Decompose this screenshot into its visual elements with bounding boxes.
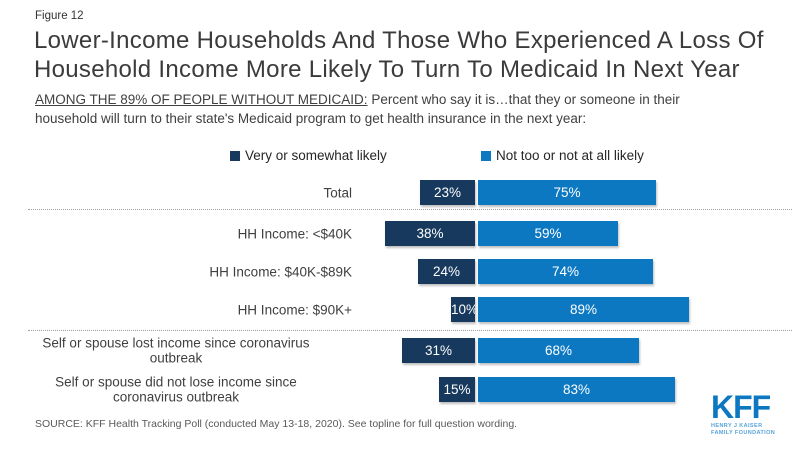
- bar-segment-very-or-somewhat-likely: 38%: [385, 221, 475, 246]
- bar-row: HH Income: $90K+ 10%89%: [0, 297, 800, 322]
- source-note: SOURCE: KFF Health Tracking Poll (conduc…: [35, 418, 518, 430]
- legend-item: Very or somewhat likely: [230, 148, 387, 163]
- bar-segment-very-or-somewhat-likely: 15%: [439, 377, 475, 402]
- bar-segment-not-too-or-not-at-all-likely: 75%: [478, 180, 656, 205]
- chart-legend: Very or somewhat likely Not too or not at…: [0, 148, 800, 164]
- category-label: HH Income: <$40K: [237, 225, 352, 241]
- bar-row: Self or spouse lost income since coronav…: [0, 335, 800, 366]
- bar-segment-very-or-somewhat-likely: 10%: [451, 297, 475, 322]
- bar-segment-not-too-or-not-at-all-likely: 89%: [478, 297, 689, 322]
- legend-label: Very or somewhat likely: [245, 148, 387, 163]
- category-label: Self or spouse lost income since coronav…: [42, 335, 310, 366]
- kff-logo-text: KFF: [711, 389, 771, 425]
- bar-segment-not-too-or-not-at-all-likely: 68%: [478, 338, 639, 363]
- legend-swatch-icon: [481, 150, 491, 161]
- page-title: Lower-Income Households And Those Who Ex…: [34, 27, 764, 83]
- bar-row: HH Income: <$40K 38% 59%: [0, 221, 800, 246]
- subtitle-underlined-text: AMONG THE 89% OF PEOPLE WITHOUT MEDICAID…: [35, 92, 368, 107]
- bar-row: Total 23% 75%: [0, 180, 800, 205]
- kff-logo: KFF HENRY J KAISER FAMILY FOUNDATION: [711, 389, 791, 437]
- bar-segment-very-or-somewhat-likely: 31%: [402, 338, 475, 363]
- legend-item: Not too or not at all likely: [481, 148, 644, 163]
- bar-segment-not-too-or-not-at-all-likely: 83%: [478, 377, 675, 402]
- bar-segment-very-or-somewhat-likely: 24%: [418, 259, 475, 284]
- kff-logo-subtext-line1: HENRY J KAISER: [711, 423, 763, 429]
- figure-number-label: Figure 12: [35, 10, 84, 22]
- dotted-separator-line: [28, 330, 792, 331]
- kff-logo-subtext-line2: FAMILY FOUNDATION: [711, 430, 776, 436]
- bar-row: HH Income: $40K-$89K 24% 74%: [0, 259, 800, 284]
- bar-segment-not-too-or-not-at-all-likely: 59%: [478, 221, 618, 246]
- legend-swatch-icon: [230, 150, 240, 161]
- bar-segment-not-too-or-not-at-all-likely: 74%: [478, 259, 653, 284]
- category-label: HH Income: $40K-$89K: [209, 263, 352, 279]
- bar-segment-very-or-somewhat-likely: 23%: [420, 180, 475, 205]
- figure-subtitle: AMONG THE 89% OF PEOPLE WITHOUT MEDICAID…: [35, 91, 767, 128]
- category-label: HH Income: $90K+: [237, 301, 352, 317]
- category-label: Total: [323, 184, 352, 200]
- bar-row: Self or spouse did not lose income since…: [0, 374, 800, 405]
- subtitle-rest-text: Percent who say it is…that they or someo…: [35, 92, 680, 126]
- legend-label: Not too or not at all likely: [496, 148, 644, 163]
- dotted-separator-line: [28, 209, 792, 210]
- category-label: Self or spouse did not lose income since…: [55, 374, 297, 405]
